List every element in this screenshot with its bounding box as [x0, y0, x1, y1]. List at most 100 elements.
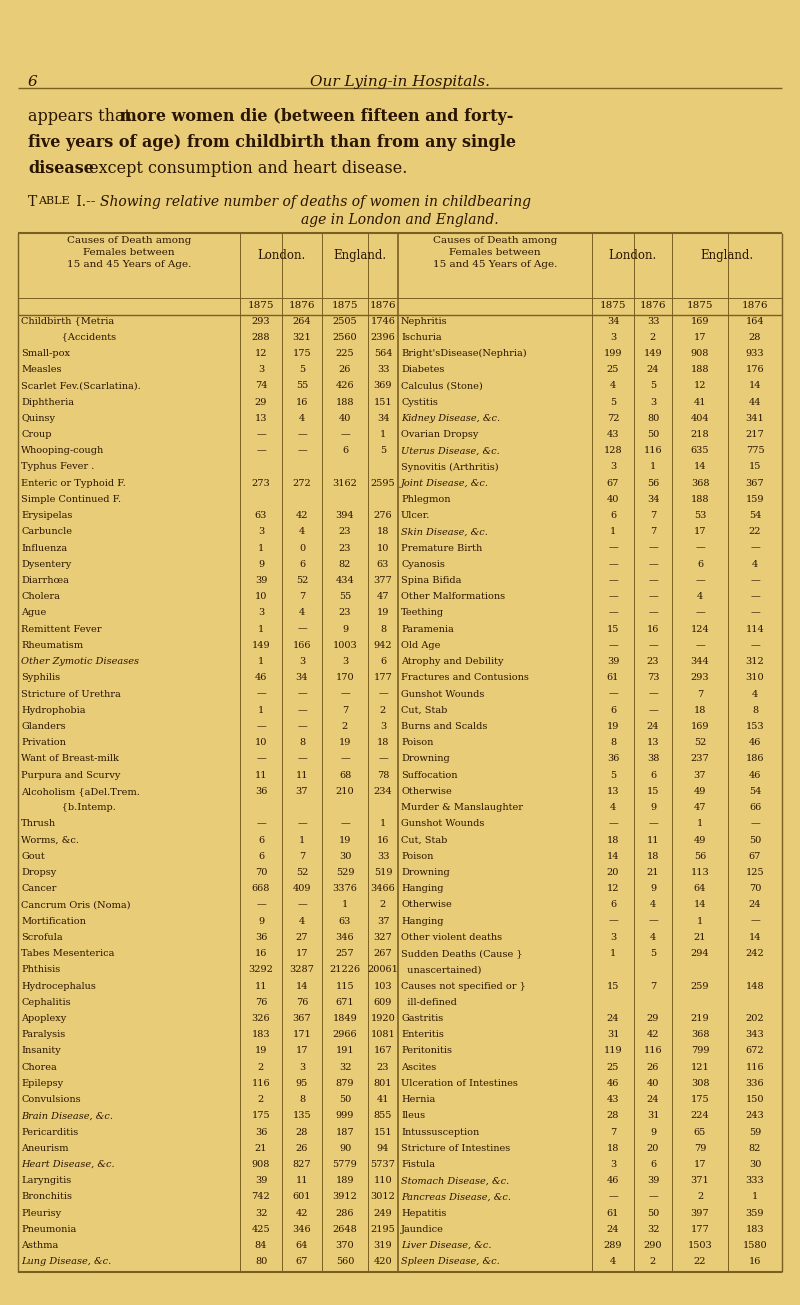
- Text: 37: 37: [296, 787, 308, 796]
- Text: —: —: [750, 544, 760, 552]
- Text: 186: 186: [746, 754, 764, 763]
- Text: Hanging: Hanging: [401, 916, 443, 925]
- Text: 308: 308: [690, 1079, 710, 1088]
- Text: 4: 4: [752, 689, 758, 698]
- Text: 343: 343: [746, 1030, 764, 1039]
- Text: 346: 346: [336, 933, 354, 942]
- Text: 529: 529: [336, 868, 354, 877]
- Text: 519: 519: [374, 868, 392, 877]
- Text: 50: 50: [647, 1208, 659, 1218]
- Text: Otherwise: Otherwise: [401, 787, 452, 796]
- Text: 15: 15: [607, 625, 619, 634]
- Text: 1920: 1920: [370, 1014, 395, 1023]
- Text: 150: 150: [746, 1095, 764, 1104]
- Text: 23: 23: [646, 658, 659, 666]
- Text: 151: 151: [374, 1128, 392, 1137]
- Text: 16: 16: [749, 1257, 761, 1266]
- Text: 56: 56: [694, 852, 706, 861]
- Text: 1876: 1876: [370, 301, 396, 311]
- Text: 1876: 1876: [742, 301, 768, 311]
- Text: 54: 54: [749, 512, 761, 521]
- Text: 10: 10: [255, 739, 267, 748]
- Text: —: —: [648, 641, 658, 650]
- Text: Asthma: Asthma: [21, 1241, 58, 1250]
- Text: 188: 188: [690, 365, 710, 375]
- Text: 188: 188: [336, 398, 354, 407]
- Text: 16: 16: [296, 398, 308, 407]
- Text: 166: 166: [293, 641, 311, 650]
- Text: 148: 148: [746, 981, 764, 990]
- Text: 16: 16: [647, 625, 659, 634]
- Text: 40: 40: [339, 414, 351, 423]
- Text: —: —: [695, 641, 705, 650]
- Text: Enteritis: Enteritis: [401, 1030, 444, 1039]
- Text: 855: 855: [374, 1112, 392, 1120]
- Text: Tabes Mesenterica: Tabes Mesenterica: [21, 949, 114, 958]
- Text: 31: 31: [606, 1030, 619, 1039]
- Text: —: —: [608, 592, 618, 602]
- Text: Ileus: Ileus: [401, 1112, 425, 1120]
- Text: 2560: 2560: [333, 333, 358, 342]
- Text: 40: 40: [647, 1079, 659, 1088]
- Text: 177: 177: [374, 673, 392, 683]
- Text: 1: 1: [697, 820, 703, 829]
- Text: 3912: 3912: [333, 1193, 358, 1202]
- Text: 24: 24: [646, 365, 659, 375]
- Text: Pericarditis: Pericarditis: [21, 1128, 78, 1137]
- Text: London.: London.: [608, 249, 656, 262]
- Text: I.--: I.--: [72, 194, 95, 209]
- Text: —: —: [648, 820, 658, 829]
- Text: Insanity: Insanity: [21, 1047, 61, 1056]
- Text: —: —: [695, 544, 705, 552]
- Text: 564: 564: [374, 348, 392, 358]
- Text: 50: 50: [339, 1095, 351, 1104]
- Text: Synovitis (Arthritis): Synovitis (Arthritis): [401, 462, 498, 471]
- Text: 41: 41: [377, 1095, 390, 1104]
- Text: 1081: 1081: [370, 1030, 395, 1039]
- Text: Aneurism: Aneurism: [21, 1143, 69, 1152]
- Text: Premature Birth: Premature Birth: [401, 544, 482, 552]
- Text: 27: 27: [296, 933, 308, 942]
- Text: 6: 6: [258, 835, 264, 844]
- Text: 63: 63: [339, 916, 351, 925]
- Text: 61: 61: [607, 673, 619, 683]
- Text: 164: 164: [746, 317, 764, 325]
- Text: 3: 3: [258, 527, 264, 536]
- Text: Peritonitis: Peritonitis: [401, 1047, 452, 1056]
- Text: 11: 11: [296, 771, 308, 779]
- Text: 217: 217: [746, 431, 764, 438]
- Text: 1: 1: [650, 462, 656, 471]
- Text: —: —: [340, 820, 350, 829]
- Text: —: —: [340, 431, 350, 438]
- Text: Scarlet Fev.(Scarlatina).: Scarlet Fev.(Scarlatina).: [21, 381, 141, 390]
- Text: 36: 36: [255, 787, 267, 796]
- Text: 2: 2: [258, 1095, 264, 1104]
- Text: 1: 1: [610, 527, 616, 536]
- Text: Ascites: Ascites: [401, 1062, 436, 1071]
- Text: 371: 371: [690, 1176, 710, 1185]
- Text: Poison: Poison: [401, 852, 434, 861]
- Text: —: —: [608, 820, 618, 829]
- Text: Cyanosis: Cyanosis: [401, 560, 445, 569]
- Text: Glanders: Glanders: [21, 722, 66, 731]
- Text: age in London and England.: age in London and England.: [301, 213, 499, 227]
- Text: 46: 46: [607, 1176, 619, 1185]
- Text: 9: 9: [650, 885, 656, 893]
- Text: Ague: Ague: [21, 608, 46, 617]
- Text: 225: 225: [336, 348, 354, 358]
- Text: 53: 53: [694, 512, 706, 521]
- Text: 61: 61: [607, 1208, 619, 1218]
- Text: —: —: [297, 625, 307, 634]
- Text: Rheumatism: Rheumatism: [21, 641, 83, 650]
- Text: Erysipelas: Erysipelas: [21, 512, 72, 521]
- Text: 46: 46: [255, 673, 267, 683]
- Text: 4: 4: [299, 608, 305, 617]
- Text: 24: 24: [606, 1225, 619, 1233]
- Text: 4: 4: [650, 900, 656, 910]
- Text: 3: 3: [650, 398, 656, 407]
- Text: 115: 115: [336, 981, 354, 990]
- Text: 67: 67: [607, 479, 619, 488]
- Text: 43: 43: [606, 431, 619, 438]
- Text: 10: 10: [255, 592, 267, 602]
- Text: 67: 67: [749, 852, 761, 861]
